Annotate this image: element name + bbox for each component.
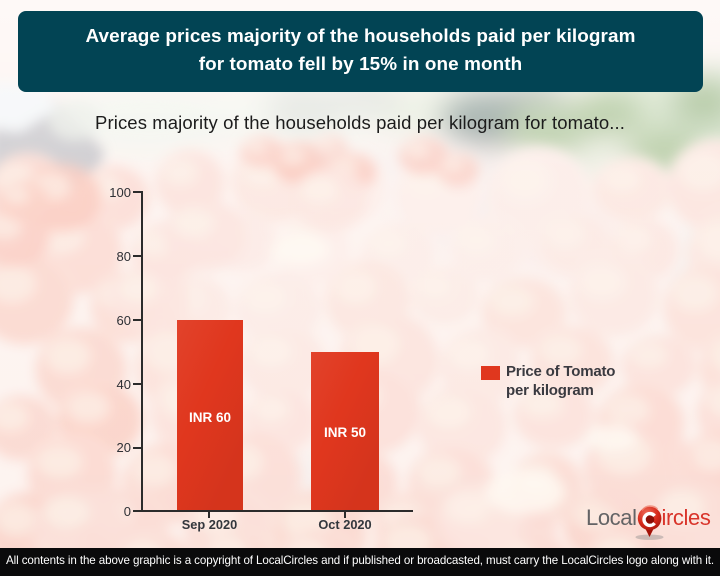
svg-text:ircles: ircles [662,505,711,530]
svg-text:Local: Local [586,505,637,530]
